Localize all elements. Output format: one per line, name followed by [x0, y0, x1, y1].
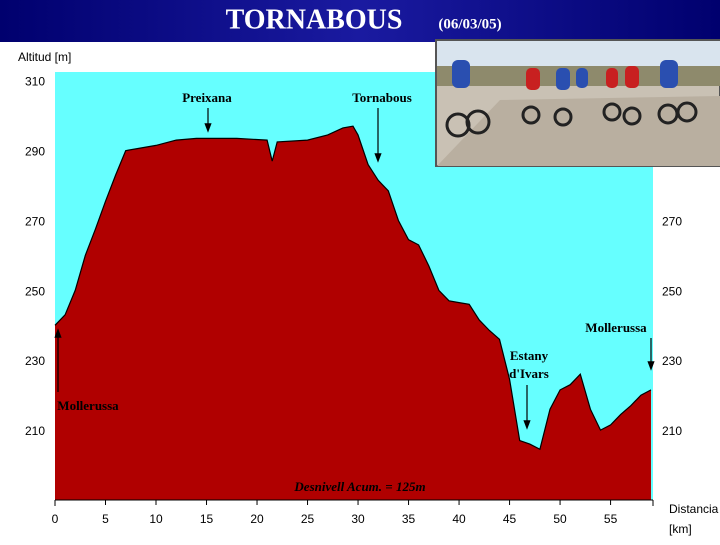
- y-tick-label: 270: [25, 214, 45, 228]
- x-tick-label: 40: [452, 512, 466, 526]
- y2-tick-label: 270: [662, 214, 682, 228]
- chart-subtitle: (06/03/05): [438, 16, 501, 32]
- x-tick-label: 10: [149, 512, 163, 526]
- annotation: d'Ivars: [509, 366, 549, 381]
- x-tick-label: 0: [52, 512, 59, 526]
- title-bar: [0, 0, 720, 42]
- y-axis-label: Altitud [m]: [18, 50, 71, 64]
- x-tick-label: 55: [604, 512, 618, 526]
- x-tick-label: 30: [351, 512, 365, 526]
- x-axis-label: [km]: [669, 522, 692, 536]
- y-tick-label: 250: [25, 284, 45, 298]
- y-tick-label: 210: [25, 424, 45, 438]
- x-tick-label: 20: [250, 512, 264, 526]
- annotation: Preixana: [182, 90, 232, 105]
- x-axis-label: Distancia: [669, 502, 719, 516]
- y2-tick-label: 250: [662, 284, 682, 298]
- profile-line: [54, 125, 652, 451]
- annotation: Tornabous: [352, 90, 412, 105]
- annotation: Desnivell Acum. = 125m: [293, 479, 425, 494]
- y2-tick-label: 230: [662, 354, 682, 368]
- y-tick-label: 310: [25, 75, 45, 89]
- annotation: Estany: [510, 348, 549, 363]
- annotation: Mollerussa: [585, 320, 647, 335]
- annotation: Mollerussa: [57, 398, 119, 413]
- chart-title: TORNABOUS: [226, 4, 403, 35]
- x-tick-label: 45: [503, 512, 517, 526]
- photo: [435, 39, 720, 167]
- x-tick-label: 25: [301, 512, 315, 526]
- y-tick-label: 290: [25, 145, 45, 159]
- y-tick-label: 230: [25, 354, 45, 368]
- x-tick-label: 15: [200, 512, 214, 526]
- x-tick-label: 50: [553, 512, 567, 526]
- y2-tick-label: 210: [662, 424, 682, 438]
- x-tick-label: 35: [402, 512, 416, 526]
- x-tick-label: 5: [102, 512, 109, 526]
- profile-area: [55, 126, 651, 500]
